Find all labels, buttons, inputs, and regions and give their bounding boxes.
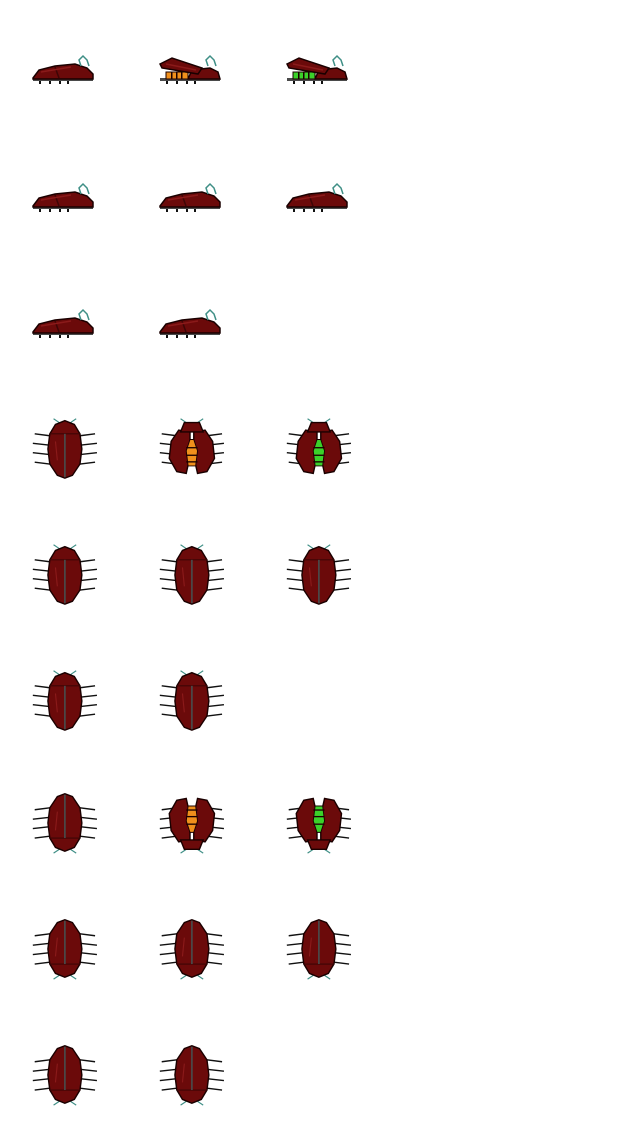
beetle-sprite-top-down-open-green bbox=[286, 418, 352, 475]
beetle-sprite-top-down-open-orange bbox=[159, 418, 225, 475]
beetle-sprite-side-open-green bbox=[285, 54, 348, 84]
beetle-sprite-top-up-closed bbox=[159, 1044, 225, 1106]
beetle-sprite-top-down-closed bbox=[159, 670, 225, 731]
beetle-sprite-side-closed bbox=[32, 182, 94, 212]
beetle-sprite-side-open-orange bbox=[158, 54, 221, 84]
beetle-sprite-top-up-open-orange bbox=[159, 797, 225, 854]
beetle-sprite-top-down-closed bbox=[286, 544, 352, 605]
beetle-sprite-top-up-closed bbox=[32, 792, 98, 854]
beetle-sprite-top-down-closed bbox=[32, 544, 98, 605]
beetle-sprite-top-up-closed bbox=[286, 918, 352, 980]
beetle-sprite-top-down-closed bbox=[32, 670, 98, 731]
beetle-sprite-side-closed bbox=[159, 308, 221, 338]
beetle-sprite-side-closed bbox=[32, 308, 94, 338]
beetle-sprite-side-closed bbox=[32, 54, 94, 84]
beetle-sprite-top-up-closed bbox=[32, 1044, 98, 1106]
beetle-sprite-top-down-closed bbox=[32, 418, 98, 479]
beetle-sprite-top-down-closed bbox=[159, 544, 225, 605]
beetle-sprite-top-up-closed bbox=[159, 918, 225, 980]
beetle-sprite-side-closed bbox=[286, 182, 348, 212]
beetle-sprite-side-closed bbox=[159, 182, 221, 212]
beetle-sprite-top-up-closed bbox=[32, 918, 98, 980]
beetle-sprite-top-up-open-green bbox=[286, 797, 352, 854]
